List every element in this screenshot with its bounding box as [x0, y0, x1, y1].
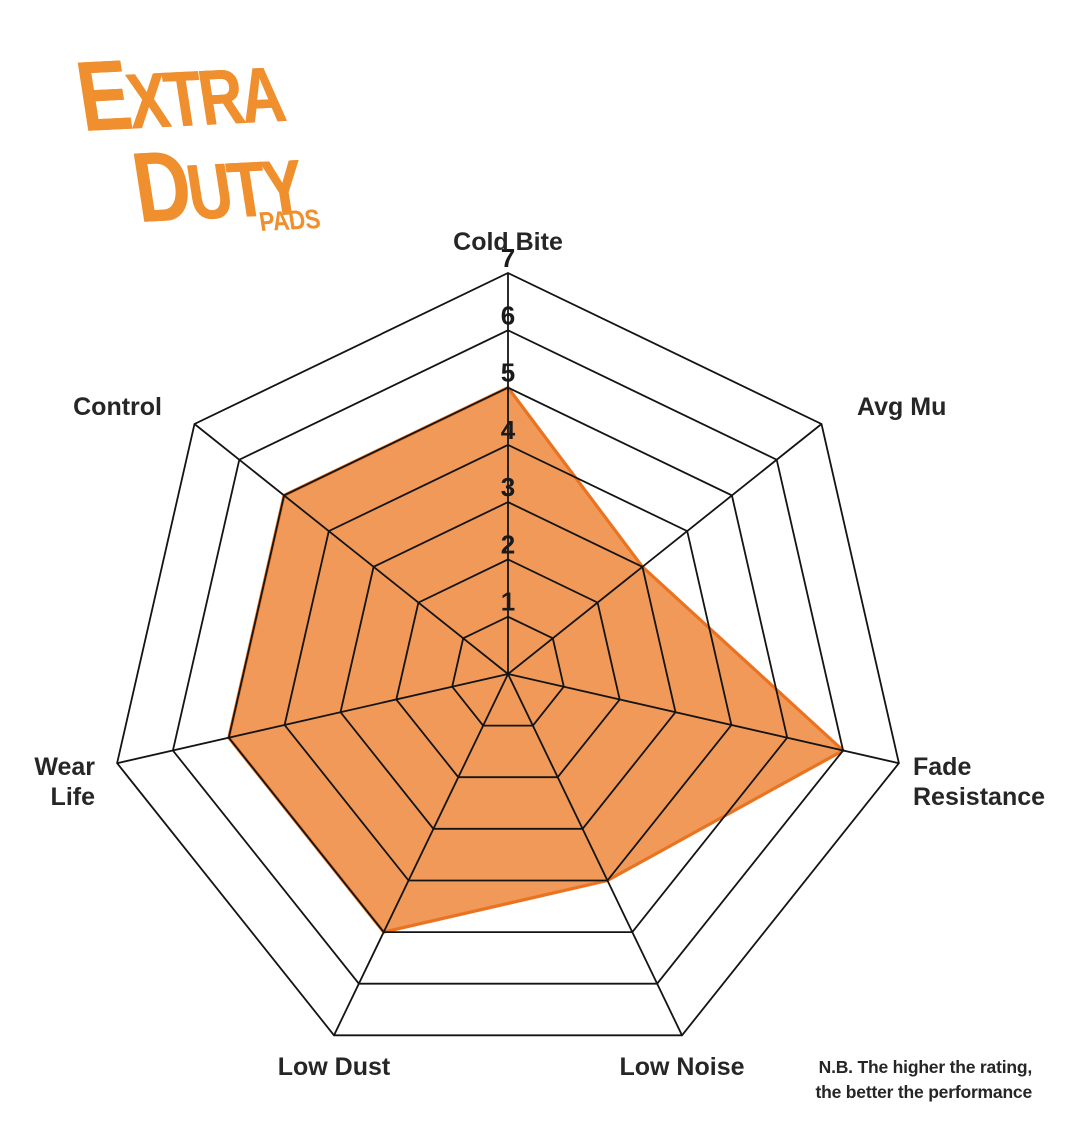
svg-text:5: 5: [501, 358, 515, 388]
svg-text:3: 3: [501, 472, 515, 502]
svg-text:4: 4: [501, 415, 516, 445]
svg-text:6: 6: [501, 300, 515, 330]
svg-text:1: 1: [501, 587, 515, 617]
svg-text:2: 2: [501, 529, 515, 559]
